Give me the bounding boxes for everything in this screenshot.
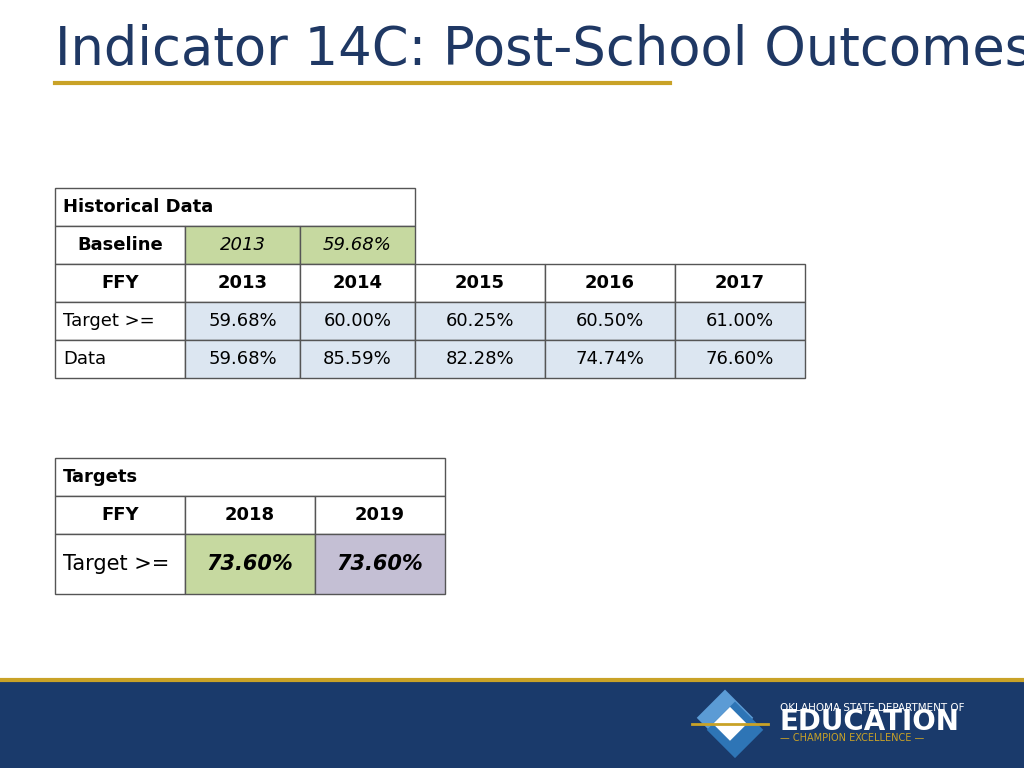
Text: Targets: Targets (63, 468, 138, 486)
Text: 60.50%: 60.50% (575, 312, 644, 330)
Text: Data: Data (63, 350, 106, 368)
Bar (675, 302, 805, 340)
Text: 2013: 2013 (217, 274, 267, 292)
Text: 2013: 2013 (219, 236, 265, 254)
Text: 73.60%: 73.60% (337, 554, 423, 574)
Bar (185, 340, 300, 378)
Bar (185, 226, 300, 264)
Text: 2015: 2015 (455, 274, 505, 292)
Bar (0, 680, 1024, 768)
Bar (55, 264, 185, 302)
Bar (55, 458, 445, 496)
Text: 73.60%: 73.60% (207, 554, 293, 574)
Bar (300, 302, 415, 340)
Bar (300, 264, 415, 302)
Bar (185, 496, 315, 534)
Bar (315, 534, 445, 594)
Bar (675, 340, 805, 378)
Bar (545, 302, 675, 340)
Text: 76.60%: 76.60% (706, 350, 774, 368)
Text: 82.28%: 82.28% (445, 350, 514, 368)
Bar (55, 226, 185, 264)
Text: 2014: 2014 (333, 274, 383, 292)
Polygon shape (713, 707, 746, 741)
Bar (415, 302, 545, 340)
Text: 2019: 2019 (355, 506, 406, 524)
Polygon shape (696, 690, 754, 746)
Bar (185, 302, 300, 340)
Text: OKLAHOMA STATE DEPARTMENT OF: OKLAHOMA STATE DEPARTMENT OF (780, 703, 965, 713)
Bar (545, 264, 675, 302)
Text: 59.68%: 59.68% (208, 350, 276, 368)
Text: 2016: 2016 (585, 274, 635, 292)
Text: 59.68%: 59.68% (323, 236, 392, 254)
Bar (55, 340, 185, 378)
Bar (415, 264, 545, 302)
Text: 2017: 2017 (715, 274, 765, 292)
Bar (545, 340, 675, 378)
Bar (185, 534, 315, 594)
Bar (300, 226, 415, 264)
Text: Indicator 14C: Post-School Outcomes: Indicator 14C: Post-School Outcomes (55, 24, 1024, 76)
Text: Historical Data: Historical Data (63, 198, 213, 216)
Polygon shape (707, 701, 763, 758)
Text: 60.00%: 60.00% (324, 312, 391, 330)
Bar (185, 264, 300, 302)
Text: 59.68%: 59.68% (208, 312, 276, 330)
Text: EDUCATION: EDUCATION (780, 708, 959, 736)
Text: Target >=: Target >= (63, 554, 169, 574)
Bar (55, 534, 185, 594)
Text: 74.74%: 74.74% (575, 350, 644, 368)
Text: 85.59%: 85.59% (324, 350, 392, 368)
Bar (55, 188, 415, 226)
Text: 2018: 2018 (225, 506, 275, 524)
Text: FFY: FFY (101, 274, 139, 292)
Text: Target >=: Target >= (63, 312, 155, 330)
Bar (675, 264, 805, 302)
Bar (415, 340, 545, 378)
Text: 60.25%: 60.25% (445, 312, 514, 330)
Text: Baseline: Baseline (77, 236, 163, 254)
Bar (55, 302, 185, 340)
Text: FFY: FFY (101, 506, 139, 524)
Text: — CHAMPION EXCELLENCE —: — CHAMPION EXCELLENCE — (780, 733, 925, 743)
Bar (315, 496, 445, 534)
Bar (55, 496, 185, 534)
Text: 61.00%: 61.00% (706, 312, 774, 330)
Bar (300, 340, 415, 378)
